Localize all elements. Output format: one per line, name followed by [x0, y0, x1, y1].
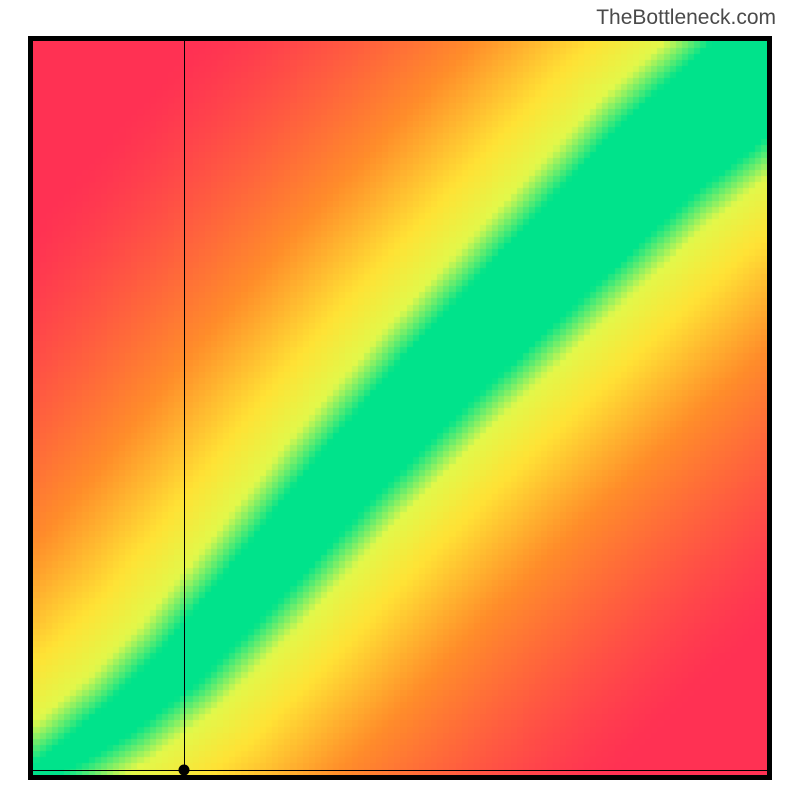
- marker-vertical-line: [184, 41, 185, 775]
- attribution-text: TheBottleneck.com: [596, 6, 776, 30]
- plot-frame: [28, 36, 772, 780]
- heatmap-canvas-wrap: [33, 41, 767, 775]
- heatmap-canvas: [33, 41, 767, 775]
- marker-horizontal-line: [33, 770, 767, 771]
- marker-dot: [179, 764, 190, 775]
